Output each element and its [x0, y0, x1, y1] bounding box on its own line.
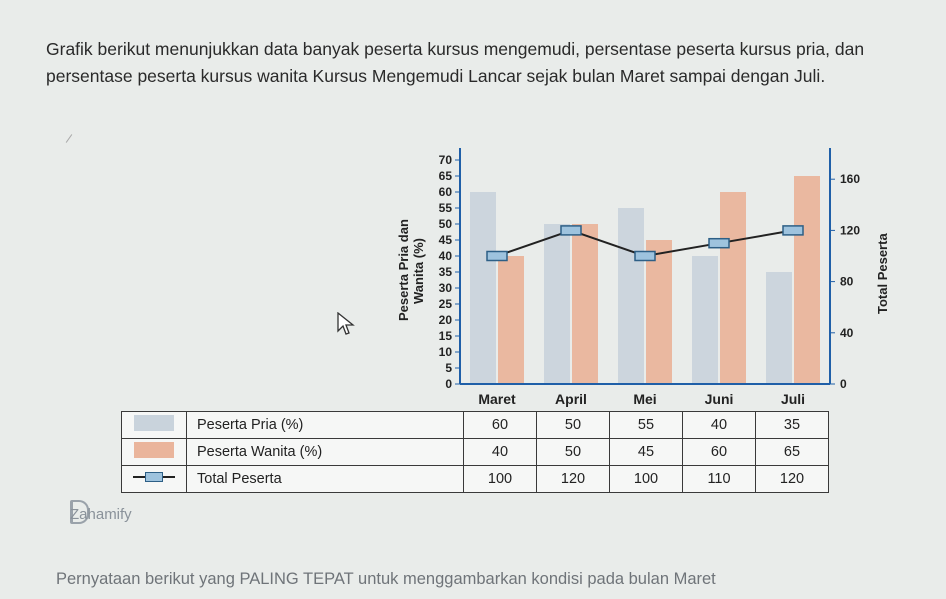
table-cell: 65	[755, 438, 829, 466]
row-label: Peserta Wanita (%)	[186, 438, 464, 466]
legend-swatch-total	[121, 465, 187, 493]
bar-peserta-wanita	[498, 256, 524, 384]
table-cell: 50	[536, 411, 610, 439]
bar-peserta-wanita	[720, 192, 746, 384]
table-cell: 100	[463, 465, 537, 493]
bar-peserta-wanita	[646, 240, 672, 384]
brand-name: Zahamify	[70, 506, 132, 523]
row-label: Total Peserta	[186, 465, 464, 493]
legend-swatch-wanita	[121, 438, 187, 466]
table-row: Peserta Wanita (%) 40 50 45 60 65	[121, 438, 829, 466]
table-cell: 55	[609, 411, 683, 439]
y-left-tick-label: 5	[445, 361, 452, 375]
bar-peserta-wanita	[794, 176, 820, 384]
y-axis-left-title-line2: Wanita (%)	[411, 238, 426, 304]
y-left-tick-label: 45	[439, 233, 453, 247]
y-left-tick-label: 60	[439, 185, 453, 199]
row-label: Peserta Pria (%)	[186, 411, 464, 439]
y-left-tick-label: 30	[439, 281, 453, 295]
y-left-tick-label: 10	[439, 345, 453, 359]
table-cell: 45	[609, 438, 683, 466]
mouse-cursor-icon	[337, 312, 355, 335]
table-cell: 110	[682, 465, 756, 493]
y-right-tick-label: 80	[840, 275, 854, 289]
table-cell: 120	[755, 465, 829, 493]
legend-swatch-pria	[121, 411, 187, 439]
table-row: Total Peserta 100 120 100 110 120	[121, 465, 829, 493]
x-category-label: Juni	[705, 391, 734, 407]
point-total-peserta	[486, 250, 508, 262]
bar-peserta-pria	[692, 256, 718, 384]
table-cell: 50	[536, 438, 610, 466]
combo-chart: 0 5 10 15 20 25 30 35 40 45 50 55 60 65 70 0 40 80 120 160 M…	[439, 148, 860, 407]
y-left-tick-label: 40	[439, 249, 453, 263]
y-left-tick-label: 0	[445, 377, 452, 391]
y-left-tick-label: 55	[439, 201, 453, 215]
table-cell: 120	[536, 465, 610, 493]
table-cell: 60	[682, 438, 756, 466]
y-axis-left-title-line1: Peserta Pria dan	[396, 219, 411, 321]
point-total-peserta	[782, 225, 804, 236]
y-left-tick-label: 25	[439, 297, 453, 311]
bar-peserta-pria	[618, 208, 644, 384]
y-left-tick-label: 35	[439, 265, 453, 279]
y-right-tick-label: 40	[840, 326, 854, 340]
y-left-tick-label: 65	[439, 169, 453, 183]
x-category-label: Juli	[781, 391, 805, 407]
question-text: Grafik berikut menunjukkan data banyak p…	[46, 39, 865, 86]
point-total-peserta	[708, 237, 730, 249]
y-right-tick-label: 120	[840, 223, 860, 237]
table-cell: 100	[609, 465, 683, 493]
bar-peserta-wanita	[572, 224, 598, 384]
next-question-text: Pernyataan berikut yang PALING TEPAT unt…	[56, 570, 716, 588]
y-right-tick-label: 0	[840, 377, 847, 391]
y-right-tick-label: 160	[840, 172, 860, 186]
x-category-label: Maret	[478, 391, 516, 407]
y-left-tick-label: 15	[439, 329, 453, 343]
y-left-tick-label: 70	[439, 153, 453, 167]
legend-data-table: Peserta Pria (%) 60 50 55 40 35 Peserta …	[121, 411, 829, 493]
x-category-label: April	[555, 391, 587, 407]
table-cell: 40	[463, 438, 537, 466]
point-total-peserta	[560, 225, 582, 236]
bar-peserta-pria	[470, 192, 496, 384]
point-total-peserta	[634, 250, 656, 262]
brand-logo-icon	[70, 500, 89, 524]
x-category-label: Mei	[633, 391, 656, 407]
y-axis-right-title: Total Peserta	[875, 233, 890, 314]
bar-peserta-pria	[766, 272, 792, 384]
table-cell: 35	[755, 411, 829, 439]
bar-peserta-pria	[544, 224, 570, 384]
table-cell: 40	[682, 411, 756, 439]
table-row: Peserta Pria (%) 60 50 55 40 35	[121, 411, 829, 439]
table-cell: 60	[463, 411, 537, 439]
y-left-tick-label: 20	[439, 313, 453, 327]
y-left-tick-label: 50	[439, 217, 453, 231]
